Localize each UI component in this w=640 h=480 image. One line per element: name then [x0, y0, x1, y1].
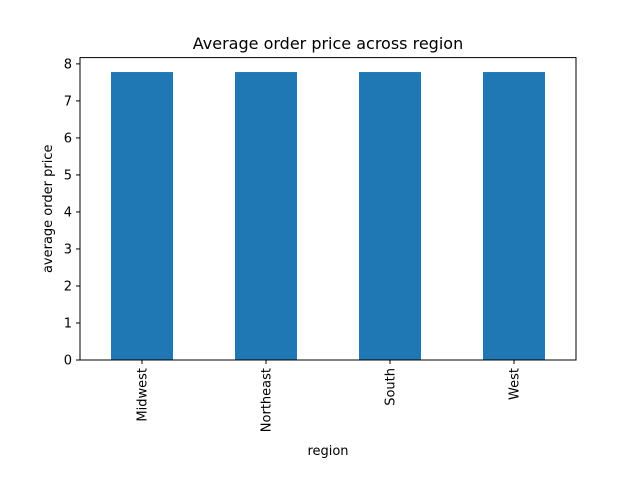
chart-title: Average order price across region	[193, 34, 463, 53]
x-tick-label-northeast: Northeast	[260, 368, 275, 432]
y-tick-label: 4	[64, 205, 72, 220]
y-tick-label: 2	[64, 279, 72, 294]
y-tick-label: 6	[64, 131, 72, 146]
y-axis: 0 1 2 3 4 5 6 7 8	[64, 57, 80, 369]
bar-midwest	[111, 72, 173, 360]
y-tick-label: 3	[64, 242, 72, 257]
bar-west	[483, 72, 545, 360]
x-axis: Midwest Northeast South West	[136, 360, 523, 432]
x-tick-label-midwest: Midwest	[136, 368, 151, 422]
y-tick-label: 1	[64, 316, 72, 331]
x-tick-label-west: West	[508, 368, 523, 400]
bars-group	[111, 72, 545, 360]
y-tick-label: 5	[64, 168, 72, 183]
x-tick-label-south: South	[384, 368, 399, 406]
y-tick-label: 7	[64, 94, 72, 109]
y-tick-label: 0	[64, 354, 72, 369]
bar-south	[359, 72, 421, 360]
y-axis-label: average order price	[41, 145, 56, 274]
y-tick-label: 8	[64, 57, 72, 72]
bar-northeast	[235, 72, 297, 360]
plot-frame	[79, 57, 577, 361]
x-axis-label: region	[307, 444, 348, 459]
